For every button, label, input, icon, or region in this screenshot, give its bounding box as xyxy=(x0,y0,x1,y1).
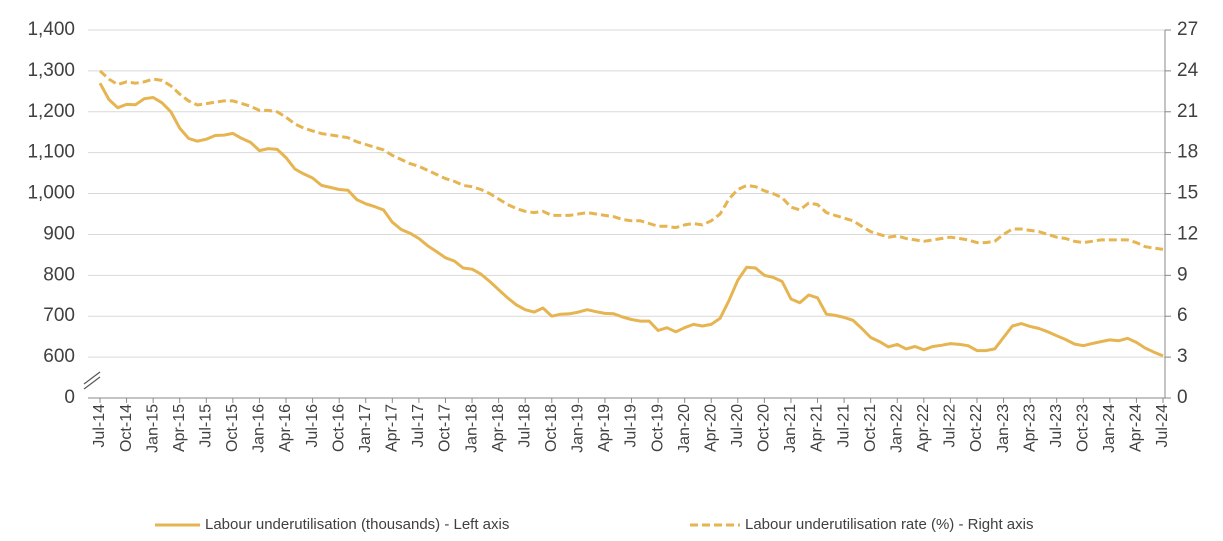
x-tick-label: Apr-24 xyxy=(1128,404,1145,452)
x-tick-label: Jan-21 xyxy=(782,404,799,453)
x-tick-label: Apr-15 xyxy=(171,404,188,452)
y-tick-label: 1,200 xyxy=(27,101,75,122)
x-tick-label: Jul-19 xyxy=(623,404,640,448)
x-tick-label: Apr-20 xyxy=(702,404,719,452)
x-tick-label: Jul-21 xyxy=(835,404,852,448)
x-tick-label: Apr-21 xyxy=(809,404,826,452)
y2-tick-label: 3 xyxy=(1177,346,1188,367)
x-tick-label: Jan-16 xyxy=(251,404,268,453)
x-tick-label: Jan-15 xyxy=(144,404,161,453)
y-tick-label: 1,400 xyxy=(27,19,75,40)
x-tick-label: Oct-18 xyxy=(543,404,560,452)
y-tick-label: 0 xyxy=(64,387,75,408)
axis-break xyxy=(83,371,101,385)
x-tick-label: Apr-18 xyxy=(490,404,507,452)
y-tick-label: 1,100 xyxy=(27,142,75,163)
y2-tick-label: 6 xyxy=(1177,305,1188,326)
x-tick-label: Oct-21 xyxy=(862,404,879,452)
x-tick-label: Oct-14 xyxy=(118,404,135,452)
x-tick-label: Jan-18 xyxy=(463,404,480,453)
y-tick-label: 600 xyxy=(43,346,75,367)
y2-tick-label: 21 xyxy=(1177,101,1198,122)
x-tick-label: Jul-22 xyxy=(942,404,959,448)
x-tick-label: Jul-24 xyxy=(1154,404,1171,448)
x-tick-label: Jul-14 xyxy=(91,404,108,448)
y2-tick-label: 15 xyxy=(1177,183,1198,204)
x-tick-label: Oct-23 xyxy=(1074,404,1091,452)
y2-tick-label: 12 xyxy=(1177,223,1198,244)
x-tick-label: Oct-20 xyxy=(756,404,773,452)
x-tick-label: Jan-24 xyxy=(1101,404,1118,453)
y2-tick-label: 27 xyxy=(1177,19,1198,40)
legend-label: Labour underutilisation rate (%) - Right… xyxy=(745,516,1033,533)
axis-break xyxy=(83,376,101,390)
x-tick-label: Apr-17 xyxy=(384,404,401,452)
x-tick-label: Apr-16 xyxy=(277,404,294,452)
legend-label: Labour underutilisation (thousands) - Le… xyxy=(205,516,509,533)
y-tick-label: 700 xyxy=(43,305,75,326)
x-tick-label: Jul-23 xyxy=(1048,404,1065,448)
x-tick-label: Jul-18 xyxy=(516,404,533,448)
x-tick-label: Jul-16 xyxy=(304,404,321,448)
x-tick-label: Oct-17 xyxy=(437,404,454,452)
x-tick-label: Apr-23 xyxy=(1021,404,1038,452)
x-tick-label: Apr-19 xyxy=(596,404,613,452)
y2-tick-label: 18 xyxy=(1177,142,1198,163)
x-tick-label: Oct-15 xyxy=(224,404,241,452)
y2-tick-label: 0 xyxy=(1177,387,1188,408)
x-tick-label: Jan-20 xyxy=(676,404,693,453)
y-tick-label: 1,300 xyxy=(27,60,75,81)
x-tick-label: Jul-15 xyxy=(198,404,215,448)
series-line xyxy=(98,69,1164,251)
x-tick-label: Jan-23 xyxy=(995,404,1012,453)
y-tick-label: 900 xyxy=(43,223,75,244)
x-tick-label: Oct-16 xyxy=(330,404,347,452)
x-tick-label: Apr-22 xyxy=(915,404,932,452)
y-tick-label: 1,000 xyxy=(27,183,75,204)
x-tick-label: Oct-22 xyxy=(968,404,985,452)
x-tick-label: Jul-17 xyxy=(410,404,427,448)
x-tick-label: Jan-19 xyxy=(570,404,587,453)
x-tick-label: Jan-17 xyxy=(357,404,374,453)
x-tick-label: Jan-22 xyxy=(888,404,905,453)
y2-tick-label: 24 xyxy=(1177,60,1199,81)
x-tick-label: Oct-19 xyxy=(649,404,666,452)
y-tick-label: 800 xyxy=(43,264,75,285)
series-line xyxy=(98,82,1164,358)
y2-tick-label: 9 xyxy=(1177,264,1188,285)
x-tick-label: Jul-20 xyxy=(729,404,746,448)
